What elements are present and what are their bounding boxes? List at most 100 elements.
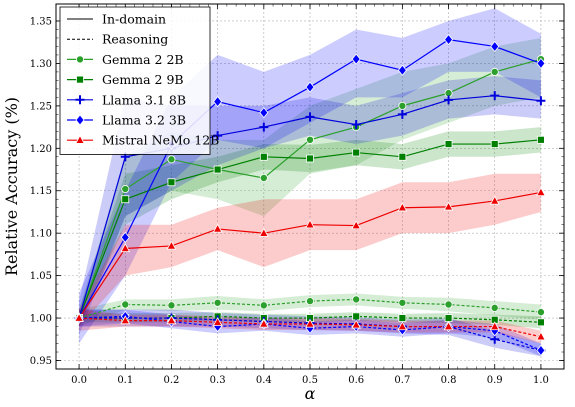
x-axis-label: α <box>305 384 316 403</box>
point-indomain-mistral-nemo-12b <box>120 243 131 253</box>
point-indomain-gemma-2-9b <box>537 135 545 144</box>
point-reasoning-gemma-2-9b <box>444 314 453 322</box>
y-tick-label: 1.35 <box>30 16 52 27</box>
point-indomain-llama-3-1-8b <box>490 91 500 101</box>
legend-marker <box>75 95 85 105</box>
point-indomain-llama-3-1-8b <box>213 131 223 141</box>
point-indomain-gemma-2-2b <box>121 185 130 194</box>
point-indomain-gemma-2-2b <box>167 155 176 164</box>
point-indomain-gemma-2-9b <box>490 140 499 148</box>
point-indomain-mistral-nemo-12b <box>536 187 546 197</box>
point-reasoning-gemma-2-2b <box>398 298 407 307</box>
point-indomain-llama-3-2-3b <box>305 81 315 93</box>
point-reasoning-mistral-nemo-12b <box>351 319 362 329</box>
x-tick-label: 0.8 <box>441 375 457 386</box>
x-tick-label: 0.5 <box>302 375 318 386</box>
legend-marker <box>75 134 85 144</box>
point-reasoning-mistral-nemo-12b <box>120 315 131 325</box>
point-indomain-gemma-2-9b <box>306 154 314 163</box>
band-indomain-gemma-2-9b <box>79 127 541 327</box>
point-reasoning-gemma-2-2b <box>121 300 130 309</box>
legend-label: Gemma 2 2B <box>102 52 184 67</box>
band-indomain-gemma-2-2b <box>79 37 541 327</box>
x-tick-label: 0.7 <box>394 375 410 386</box>
point-indomain-gemma-2-9b <box>121 195 130 204</box>
y-tick-label: 1.00 <box>30 314 52 325</box>
series-markers <box>74 34 546 356</box>
point-indomain-llama-3-1-8b <box>536 96 546 106</box>
band-indomain-mistral-nemo-12b <box>79 173 541 327</box>
band-reasoning-gemma-2-2b <box>79 293 541 327</box>
point-indomain-llama-3-2-3b <box>397 64 407 76</box>
point-indomain-gemma-2-2b <box>305 135 314 144</box>
point-indomain-llama-3-2-3b <box>536 57 546 70</box>
point-reasoning-mistral-nemo-12b <box>443 321 454 331</box>
point-indomain-gemma-2-9b <box>444 140 453 148</box>
point-indomain-mistral-nemo-12b <box>489 195 500 205</box>
legend-box <box>59 6 211 155</box>
point-reasoning-mistral-nemo-12b <box>305 318 315 328</box>
point-indomain-gemma-2-2b <box>259 174 268 183</box>
point-reasoning-gemma-2-2b <box>305 297 314 306</box>
y-tick-label: 1.10 <box>30 229 52 240</box>
point-reasoning-gemma-2-9b <box>537 318 545 327</box>
legend-label: Mistral NeMo 12B <box>102 133 219 148</box>
line-reasoning-gemma-2-2b <box>78 298 541 319</box>
point-reasoning-gemma-2-2b <box>167 301 176 310</box>
point-indomain-llama-3-1-8b <box>351 120 361 130</box>
point-indomain-mistral-nemo-12b <box>305 219 315 229</box>
point-reasoning-gemma-2-2b <box>536 308 545 317</box>
x-tick-label: 1.0 <box>533 375 549 386</box>
point-indomain-gemma-2-2b <box>490 67 499 76</box>
legend-marker <box>76 75 84 84</box>
point-reasoning-gemma-2-2b <box>444 300 453 309</box>
point-reasoning-gemma-2-2b <box>490 303 499 312</box>
point-indomain-llama-3-1-8b <box>305 112 315 122</box>
x-ticks: 0.0 0.1 0.2 0.3 0.4 0.5 0.6 0.7 0.8 0.9 1.0 <box>71 4 549 386</box>
point-reasoning-gemma-2-9b <box>398 314 407 322</box>
legend-label: Llama 3.1 8B <box>102 92 186 107</box>
x-tick-label: 0.4 <box>256 375 272 386</box>
point-reasoning-mistral-nemo-12b <box>536 331 546 341</box>
legend-label: Gemma 2 9B <box>102 72 184 87</box>
legend-marker <box>76 55 85 64</box>
x-tick-label: 0.6 <box>348 375 364 386</box>
point-indomain-llama-3-2-3b <box>444 34 454 46</box>
point-reasoning-mistral-nemo-12b <box>166 315 177 325</box>
point-reasoning-mistral-nemo-12b <box>258 318 269 328</box>
legend: In-domain Reasoning Gemma 2 2B Gemma 2 9B Ll… <box>59 6 219 155</box>
point-reasoning-gemma-2-2b <box>213 298 222 307</box>
y-ticks: 0.95 1.00 1.05 1.10 1.15 1.20 1.25 1.30 1.35 <box>30 16 564 367</box>
point-indomain-gemma-2-9b <box>259 152 268 161</box>
point-reasoning-gemma-2-2b <box>352 295 361 304</box>
point-indomain-mistral-nemo-12b <box>258 227 269 237</box>
point-indomain-mistral-nemo-12b <box>166 240 177 250</box>
point-indomain-mistral-nemo-12b <box>212 223 223 233</box>
x-tick-label: 0.9 <box>487 375 503 386</box>
point-reasoning-llama-3-2-3b <box>536 344 546 356</box>
point-reasoning-mistral-nemo-12b <box>489 321 500 331</box>
y-tick-label: 1.15 <box>30 186 52 197</box>
point-reasoning-mistral-nemo-12b <box>74 312 84 322</box>
point-indomain-llama-3-2-3b <box>213 95 223 108</box>
point-indomain-llama-3-1-8b <box>259 122 269 132</box>
point-indomain-gemma-2-2b <box>398 101 407 110</box>
point-indomain-gemma-2-9b <box>167 178 176 187</box>
point-indomain-mistral-nemo-12b <box>351 220 362 230</box>
y-tick-label: 1.25 <box>30 101 52 112</box>
point-indomain-llama-3-1-8b <box>444 95 454 105</box>
y-tick-label: 1.30 <box>30 59 52 70</box>
point-indomain-gemma-2-9b <box>398 152 407 161</box>
x-tick-label: 0.3 <box>210 375 226 386</box>
point-indomain-gemma-2-9b <box>352 148 361 157</box>
y-tick-label: 1.20 <box>30 144 52 155</box>
x-tick-label: 0.2 <box>164 375 180 386</box>
legend-label: In-domain <box>102 12 166 27</box>
y-tick-label: 1.05 <box>30 271 52 282</box>
point-indomain-llama-3-1-8b <box>397 109 407 119</box>
point-indomain-llama-3-2-3b <box>259 107 269 119</box>
point-reasoning-mistral-nemo-12b <box>212 316 223 326</box>
point-indomain-gemma-2-9b <box>213 165 222 174</box>
x-tick-label: 0.0 <box>71 375 87 386</box>
